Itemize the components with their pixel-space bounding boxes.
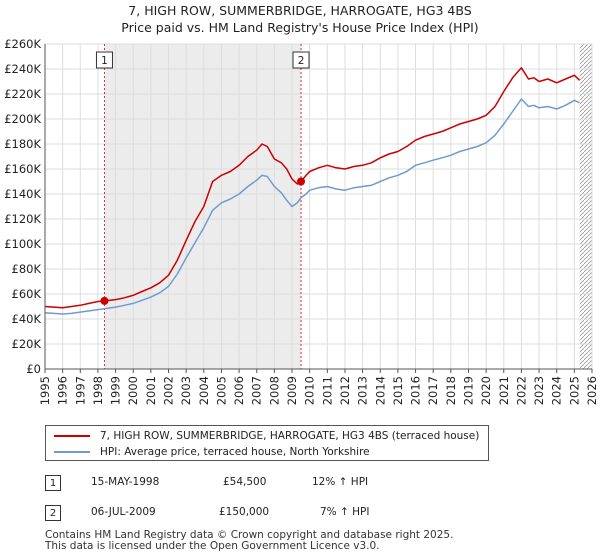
- legend-label-hpi: HPI: Average price, terraced house, Nort…: [100, 446, 370, 458]
- y-tick-label: £260K: [4, 37, 41, 51]
- sale-marker-dot: [297, 177, 306, 186]
- footer-licence: This data is licensed under the Open Gov…: [45, 540, 380, 552]
- legend-item-property: 7, HIGH ROW, SUMMERBRIDGE, HARROGATE, HG…: [54, 428, 479, 444]
- x-tick-label: 2005: [214, 376, 228, 405]
- x-tick-label: 2021: [497, 376, 511, 405]
- x-tick-label: 2019: [461, 376, 475, 405]
- sale-marker-label: 2: [298, 55, 305, 67]
- x-tick-label: 2008: [267, 376, 281, 405]
- x-tick-label: 2009: [285, 376, 299, 405]
- legend-label-property: 7, HIGH ROW, SUMMERBRIDGE, HARROGATE, HG…: [100, 430, 480, 442]
- y-tick-label: £140K: [4, 187, 41, 201]
- y-tick-label: £80K: [12, 262, 42, 276]
- y-tick-label: £20K: [12, 337, 42, 351]
- x-tick-label: 2014: [373, 376, 387, 405]
- x-tick-label: 2010: [303, 376, 317, 405]
- forecast-hatch: [579, 44, 592, 369]
- x-tick-label: 1997: [73, 376, 87, 405]
- x-tick-label: 2000: [126, 376, 140, 405]
- y-tick-label: £160K: [4, 162, 41, 176]
- x-tick-label: 2025: [567, 376, 581, 405]
- footer: Contains HM Land Registry data © Crown c…: [45, 530, 453, 552]
- series-line: [44, 98, 580, 315]
- chart-title: 7, HIGH ROW, SUMMERBRIDGE, HARROGATE, HG…: [128, 3, 472, 18]
- y-tick-label: £40K: [12, 312, 42, 326]
- y-tick-label: £100K: [4, 237, 41, 251]
- chart-subtitle: Price paid vs. HM Land Registry's House …: [121, 20, 479, 35]
- x-tick-label: 2007: [250, 376, 264, 405]
- legend-item-hpi: HPI: Average price, terraced house, Nort…: [54, 444, 370, 460]
- legend-blue-line: [54, 451, 90, 453]
- ownership-band: [104, 44, 302, 369]
- y-tick-label: £120K: [4, 212, 41, 226]
- transaction-date: 15-MAY-1998: [91, 476, 160, 488]
- x-tick-label: 1995: [38, 376, 52, 405]
- price-chart: £0 £20K £40K £60K £80K £100K £120K £140K £160K £1…: [4, 37, 599, 405]
- x-tick-label: 2023: [532, 376, 546, 405]
- x-tick-label: 2002: [162, 376, 176, 405]
- transaction-badge: 1: [45, 475, 61, 491]
- x-tick-label: 2016: [409, 376, 423, 405]
- x-tick-label: 1998: [91, 376, 105, 405]
- x-tick-label: 2018: [444, 376, 458, 405]
- x-tick-label: 2004: [197, 376, 211, 405]
- x-tick-label: 2011: [320, 376, 334, 405]
- y-tick-label: £180K: [4, 137, 41, 151]
- transaction-hpi: 12% ↑ HPI: [312, 476, 369, 488]
- legend-red-line: [54, 435, 90, 437]
- y-tick-label: £240K: [4, 62, 41, 76]
- series-line: [44, 67, 581, 309]
- x-tick-label: 2026: [585, 376, 599, 405]
- y-tick-label: £200K: [4, 112, 41, 126]
- y-tick-label: £220K: [4, 87, 41, 101]
- transaction-price: £54,500: [223, 476, 267, 488]
- y-tick-label: £60K: [12, 287, 42, 301]
- legend: 7, HIGH ROW, SUMMERBRIDGE, HARROGATE, HG…: [45, 425, 489, 461]
- x-tick-label: 2012: [338, 376, 352, 405]
- sale-marker-box: [95, 51, 113, 69]
- x-tick-label: 2017: [426, 376, 440, 405]
- x-tick-label: 2024: [550, 376, 564, 405]
- transaction-row: 2 06-JUL-2009 £150,000 7% ↑ HPI: [45, 505, 585, 527]
- x-tick-label: 2022: [514, 376, 528, 405]
- x-tick-label: 1999: [109, 376, 123, 405]
- footer-copyright: Contains HM Land Registry data © Crown c…: [45, 529, 454, 541]
- sale-marker-dot: [100, 296, 109, 305]
- transaction-row: 1 15-MAY-1998 £54,500 12% ↑ HPI: [45, 475, 585, 497]
- x-tick-label: 2015: [391, 376, 405, 405]
- y-tick-label: £0: [26, 362, 41, 376]
- x-tick-label: 2001: [144, 376, 158, 405]
- sale-marker-label: 1: [101, 55, 108, 67]
- x-tick-label: 2006: [232, 376, 246, 405]
- transaction-hpi: 7% ↑ HPI: [320, 506, 370, 518]
- transaction-badge: 2: [45, 505, 61, 521]
- x-tick-label: 2020: [479, 376, 493, 405]
- sale-marker-box: [292, 51, 310, 69]
- transaction-date: 06-JUL-2009: [91, 506, 156, 518]
- x-tick-label: 1996: [56, 376, 70, 405]
- x-tick-label: 2013: [356, 376, 370, 405]
- transaction-price: £150,000: [219, 506, 270, 518]
- x-tick-label: 2003: [179, 376, 193, 405]
